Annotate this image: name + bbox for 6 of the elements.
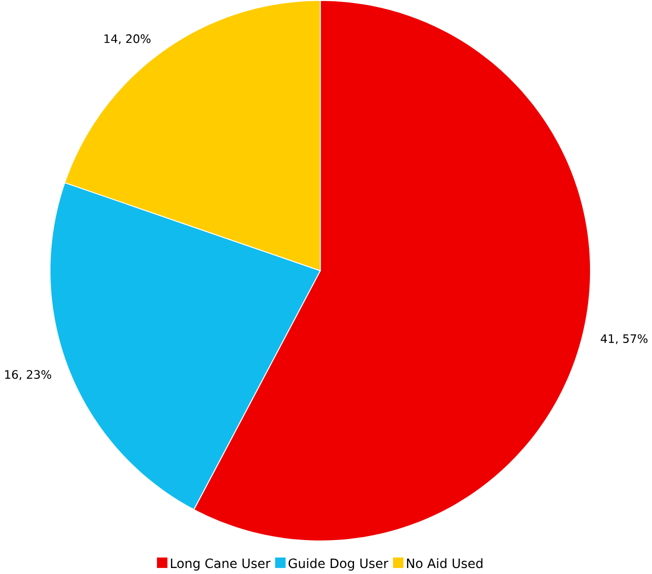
legend-label: No Aid Used (407, 558, 482, 568)
data-label: 41, 57% (600, 334, 648, 344)
data-label: 16, 23% (5, 370, 52, 380)
legend-label: Long Cane User (170, 558, 270, 570)
legend-label: Guide Dog User (288, 558, 388, 570)
data-label: 14, 20% (104, 34, 150, 44)
